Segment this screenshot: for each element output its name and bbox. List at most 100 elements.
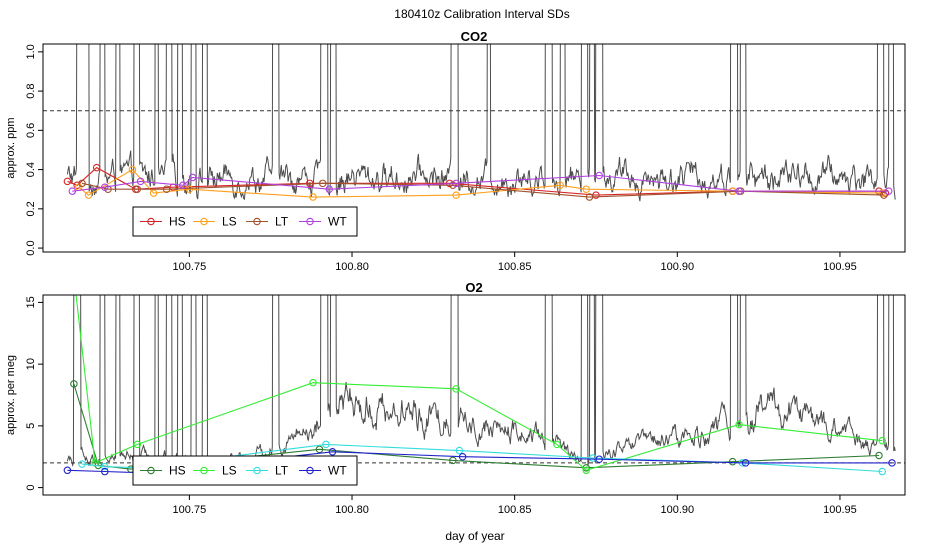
data-point <box>63 466 72 475</box>
x-tick-label: 100.90 <box>660 504 694 516</box>
data-point <box>556 181 564 190</box>
data-point <box>875 451 883 460</box>
data-point <box>322 440 330 449</box>
legend-marker <box>200 466 208 475</box>
x-tick-label: 100.95 <box>823 504 857 516</box>
data-point <box>133 185 142 193</box>
data-point <box>315 445 324 454</box>
y-tick-label: 1.0 <box>25 44 37 59</box>
measurement-trace <box>66 44 896 202</box>
data-point <box>452 191 460 199</box>
measurement-trace <box>66 295 896 470</box>
y-tick-label: 0.0 <box>25 240 37 255</box>
data-point <box>592 191 600 199</box>
data-point <box>582 466 590 475</box>
data-point <box>888 459 896 467</box>
series-ls <box>75 295 886 475</box>
y-tick-label: 0 <box>25 485 37 491</box>
legend-label: WT <box>328 215 347 229</box>
data-point <box>585 193 594 201</box>
data-point <box>455 446 464 455</box>
data-point <box>101 462 109 471</box>
data-point <box>884 187 893 195</box>
legend-label: LT <box>275 464 289 478</box>
x-tick-label: 100.80 <box>335 504 369 516</box>
data-point <box>188 173 197 182</box>
figure-title: 180410z Calibration Interval SDs <box>394 7 569 21</box>
y-tick-label: 0.6 <box>25 123 37 138</box>
data-point <box>878 189 886 197</box>
y-tick-label: 0.4 <box>25 162 37 177</box>
data-point <box>452 385 460 393</box>
data-point <box>101 467 109 476</box>
legend: HS LS LT WT <box>132 455 358 486</box>
data-point <box>878 467 886 476</box>
y-tick-label: 0.8 <box>25 83 37 98</box>
x-tick-label: 100.85 <box>498 261 532 273</box>
data-point <box>78 460 86 468</box>
series-ls <box>75 165 886 201</box>
legend-label: LS <box>222 215 237 229</box>
data-point <box>880 191 888 199</box>
legend-box <box>132 455 358 486</box>
legend-entry-ls: LS <box>193 215 237 229</box>
data-point <box>91 459 99 467</box>
y-tick-label: 10 <box>25 358 37 370</box>
series-line <box>72 174 889 192</box>
data-point <box>458 452 467 461</box>
y-tick-label: 15 <box>25 296 37 308</box>
data-point <box>728 457 737 466</box>
data-point <box>309 193 317 201</box>
y-axis-label: approx. per meg <box>5 355 17 435</box>
x-tick-label: 100.75 <box>173 261 207 273</box>
legend-box <box>132 206 358 237</box>
data-point <box>452 179 460 188</box>
legend-marker <box>147 466 155 475</box>
data-point <box>595 171 603 180</box>
legend-marker <box>306 217 314 226</box>
data-point <box>84 191 93 199</box>
x-tick-label: 100.75 <box>173 504 207 516</box>
legend-marker <box>253 466 261 475</box>
legend-entry-hs: HS <box>140 464 186 478</box>
plot-frame <box>42 43 906 253</box>
data-point <box>68 187 77 195</box>
legend-entry-wt: WT <box>299 215 347 229</box>
data-point <box>133 440 142 449</box>
plot-frame <box>42 294 906 496</box>
y-axis-label: approx. ppm <box>5 117 17 178</box>
x-axis-label: day of year <box>445 529 504 543</box>
data-point <box>318 179 327 188</box>
x-tick-label: 100.85 <box>498 504 532 516</box>
data-point <box>735 420 743 429</box>
data-point <box>309 378 317 387</box>
legend-label: WT <box>328 464 347 478</box>
legend-entry-hs: HS <box>140 215 186 229</box>
panel-title: CO2 <box>461 29 488 44</box>
legend-label: HS <box>169 215 186 229</box>
data-point <box>449 456 457 465</box>
data-point <box>162 185 171 193</box>
legend-label: HS <box>169 464 186 478</box>
legend-marker <box>306 466 314 475</box>
legend-entry-lt: LT <box>246 464 289 478</box>
o2-panel: O2 approx. per meg 100.75 100.80 100.85 100.9… <box>5 280 906 516</box>
legend-marker <box>253 217 261 226</box>
data-point <box>101 183 109 191</box>
data-point <box>149 189 158 197</box>
data-point <box>136 177 145 186</box>
x-tick-label: 100.90 <box>660 261 694 273</box>
co2-panel: CO2 approx. ppm 100.75 100.80 100.85 100.90 10… <box>5 29 906 273</box>
series-line <box>81 182 884 198</box>
data-point <box>73 181 81 190</box>
legend-marker <box>200 217 208 226</box>
data-point <box>595 455 603 463</box>
legend-label: LT <box>275 215 289 229</box>
legend-entry-lt: LT <box>246 215 289 229</box>
data-point <box>128 165 137 174</box>
data-point <box>735 187 743 195</box>
data-point <box>70 380 78 388</box>
legend-entry-wt: WT <box>299 464 347 478</box>
data-point <box>92 163 101 172</box>
